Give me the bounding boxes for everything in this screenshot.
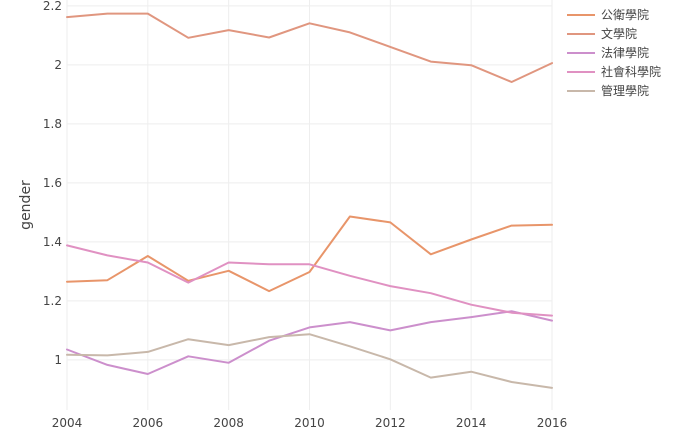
series-line xyxy=(66,310,553,375)
legend-label: 文學院 xyxy=(601,26,637,41)
y-axis-title: gender xyxy=(18,180,34,230)
x-tick-label: 2004 xyxy=(52,416,83,430)
legend-label: 管理學院 xyxy=(601,83,649,98)
y-tick-label: 1.4 xyxy=(43,235,62,249)
y-tick-label: 2 xyxy=(54,58,62,72)
y-tick-label: 1 xyxy=(54,353,62,367)
x-tick-label: 2006 xyxy=(133,416,164,430)
series-line xyxy=(66,215,553,293)
x-tick-label: 2014 xyxy=(456,416,487,430)
x-tick-label: 2010 xyxy=(294,416,325,430)
y-tick-label: 1.8 xyxy=(43,117,62,131)
y-tick-label: 1.2 xyxy=(43,294,62,308)
y-tick-label: 1.6 xyxy=(43,176,62,190)
legend-label: 公衛學院 xyxy=(601,8,649,22)
y-axis-ticks: 1 1.2 1.4 1.6 1.8 2 2.2 xyxy=(43,0,62,367)
grid xyxy=(66,0,553,410)
legend-label: 社會科學院 xyxy=(601,64,661,79)
x-axis-ticks: 2004 2006 2008 2010 2012 2014 2016 xyxy=(52,416,568,430)
x-tick-label: 2016 xyxy=(537,416,568,430)
series-line xyxy=(66,244,553,317)
series-line xyxy=(66,12,553,83)
legend-label: 法律學院 xyxy=(601,46,649,60)
x-axis-title: year xyxy=(293,441,324,443)
y-tick-label: 2.2 xyxy=(43,0,62,13)
series-line xyxy=(66,333,553,389)
x-tick-label: 2008 xyxy=(213,416,244,430)
series-lines xyxy=(66,12,553,389)
x-tick-label: 2012 xyxy=(375,416,406,430)
